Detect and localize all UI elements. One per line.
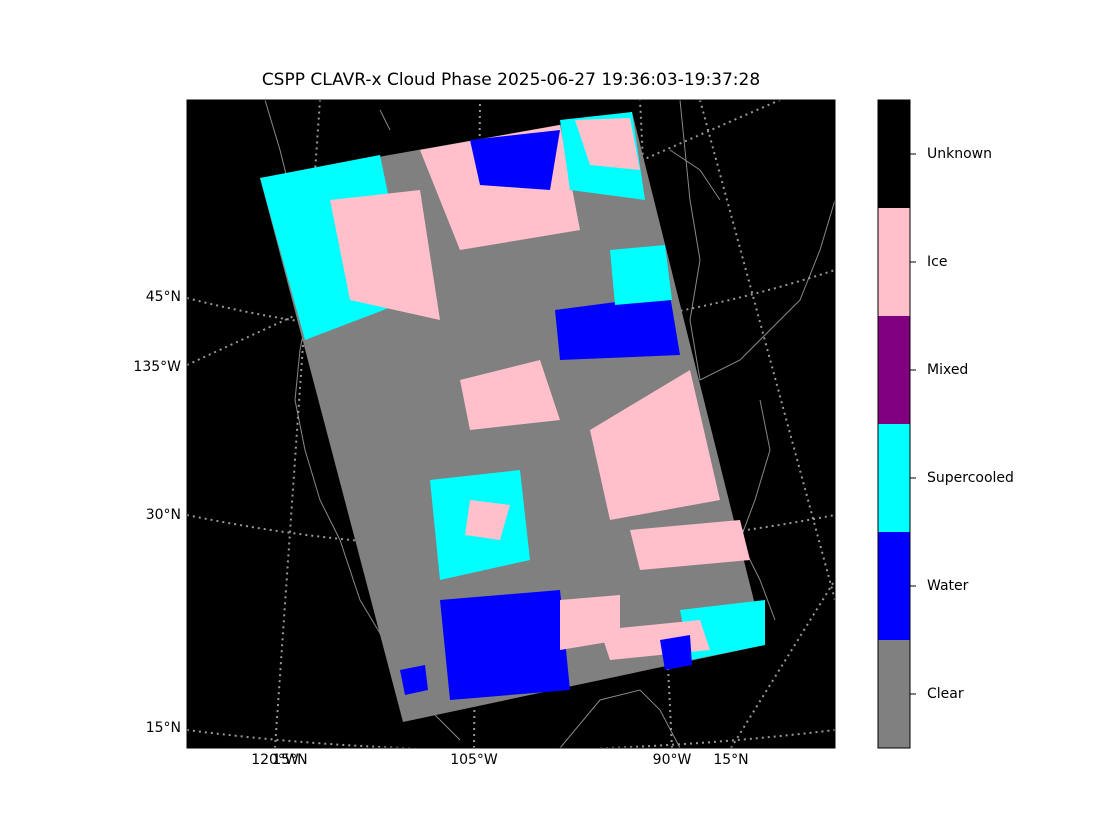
title: CSPP CLAVR-x Cloud Phase 2025-06-27 19:3… (262, 70, 760, 90)
cloud-area (560, 595, 620, 650)
cloud-areas (260, 112, 765, 700)
lat-label: 30°N (146, 507, 181, 523)
colorbar-label: Clear (927, 686, 964, 702)
colorbar: Clear Water Supercooled Mixed Ice Unknown (877, 99, 1014, 749)
cloud-area (465, 500, 510, 540)
lon-label: 105°W (450, 752, 498, 768)
colorbar-segment (878, 424, 910, 532)
colorbar-label: Water (927, 578, 969, 594)
cloud-area (590, 370, 720, 520)
cloud-area (470, 130, 560, 190)
lat-label: 15°N (713, 752, 748, 768)
lon-label: 135°W (133, 359, 181, 375)
cloud-area (460, 360, 560, 430)
colorbar-frame (877, 99, 911, 749)
colorbar-label: Unknown (927, 146, 992, 162)
cloud-area (575, 118, 640, 170)
lat-label: 45°N (146, 289, 181, 305)
cloud-area (330, 190, 440, 320)
lat-label: 15°N (272, 752, 307, 768)
cloud-area (440, 590, 570, 700)
colorbar-segment (878, 640, 910, 748)
colorbar-label: Mixed (927, 362, 968, 378)
cloud-area (630, 520, 750, 570)
colorbar-label: Ice (927, 254, 947, 270)
lon-label: 90°W (653, 752, 692, 768)
cloud-area (555, 295, 680, 360)
cloud-area (400, 665, 428, 695)
colorbar-segment (878, 316, 910, 424)
lat-label: 15°N (146, 720, 181, 736)
colorbar-segment (878, 100, 910, 208)
map: 45°N 135°W 30°N 15°N 120°W 15°N 105°W 90… (133, 99, 836, 768)
lon-label: 120°W (251, 752, 299, 768)
colorbar-label: Supercooled (927, 470, 1014, 486)
cloud-area (660, 635, 692, 670)
map-frame (186, 99, 836, 749)
colorbar-segment (878, 532, 910, 640)
colorbar-segment (878, 208, 910, 316)
cloud-area (610, 245, 672, 305)
coastline (264, 100, 835, 748)
